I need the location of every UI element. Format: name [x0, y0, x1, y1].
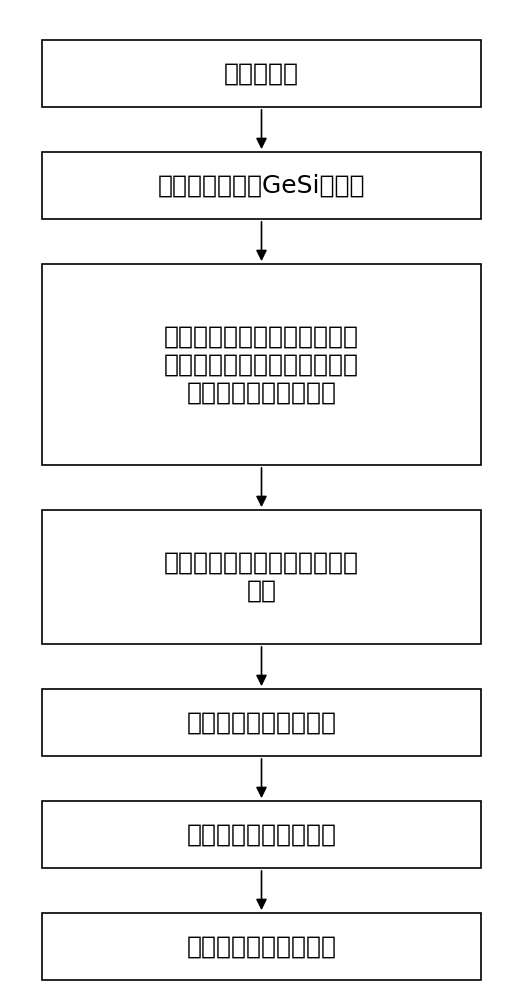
FancyBboxPatch shape — [42, 801, 481, 868]
Text: 高温环境下氧化和退火: 高温环境下氧化和退火 — [187, 822, 336, 846]
Text: 在硅衬底上生长GeSi外延层: 在硅衬底上生长GeSi外延层 — [158, 174, 365, 198]
FancyBboxPatch shape — [42, 510, 481, 644]
Text: 干法刻蚀将图形转移到外延衬
底上: 干法刻蚀将图形转移到外延衬 底上 — [164, 551, 359, 603]
Text: 氮氢混合气氛退火处理: 氮氢混合气氛退火处理 — [187, 934, 336, 958]
FancyBboxPatch shape — [42, 40, 481, 107]
Text: 去除电子抗蚀剂，清洗: 去除电子抗蚀剂，清洗 — [187, 710, 336, 734]
Text: 清洗硅衬底: 清洗硅衬底 — [224, 62, 299, 86]
FancyBboxPatch shape — [42, 264, 481, 465]
FancyBboxPatch shape — [42, 689, 481, 756]
FancyBboxPatch shape — [42, 152, 481, 219]
Text: 涂敷电子抗蚀剂，用电子束光
刻在电子抗蚀剂中形成所需锗
硅纳米低维结构的图形: 涂敷电子抗蚀剂，用电子束光 刻在电子抗蚀剂中形成所需锗 硅纳米低维结构的图形 — [164, 325, 359, 404]
FancyBboxPatch shape — [42, 913, 481, 980]
